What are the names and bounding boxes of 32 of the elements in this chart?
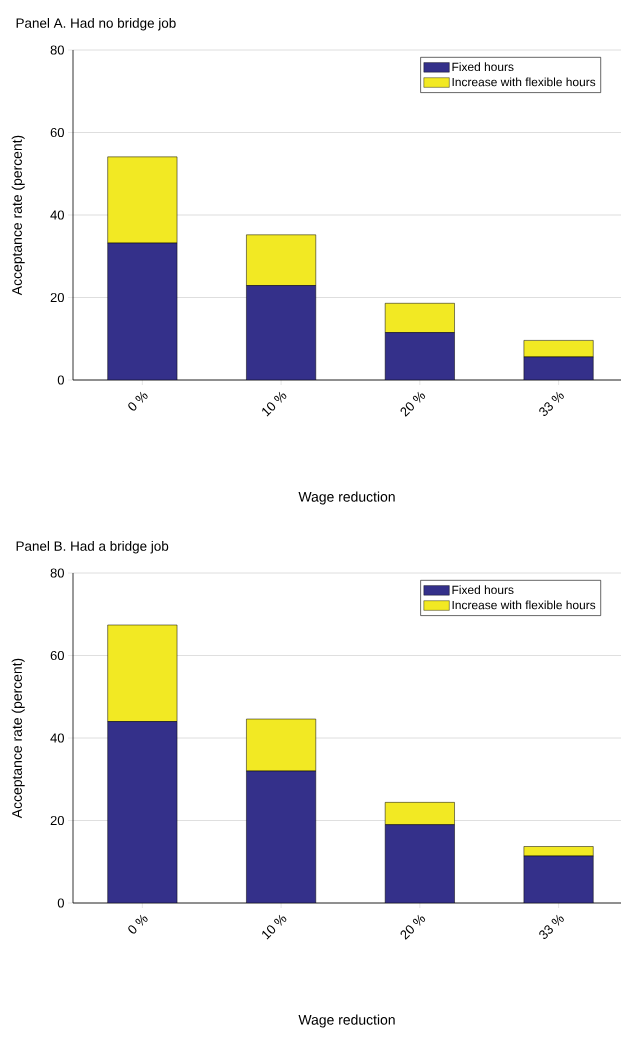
y-tick-label: 20 xyxy=(50,815,64,826)
y-tick-label: 40 xyxy=(50,733,64,743)
chart-title: Panel A. Had no bridge job xyxy=(16,17,176,31)
x-tick-label: 20 % xyxy=(400,391,426,417)
legend-label: Fixed hours xyxy=(452,62,514,72)
legend-label: Fixed hours xyxy=(452,585,514,595)
x-axis-title: Wage reduction xyxy=(298,491,395,505)
x-tick-label: 20 % xyxy=(400,914,426,940)
x-tick-label: 0 % xyxy=(128,391,148,411)
legend-label: Increase with flexible hours xyxy=(452,600,596,610)
bar xyxy=(107,242,178,381)
x-tick-label: 10 % xyxy=(262,914,287,940)
y-tick-label: 80 xyxy=(50,568,64,578)
chart-title: Panel B. Had a bridge job xyxy=(16,540,169,554)
y-tick-label: 0 xyxy=(57,375,64,385)
x-tick-label: 10 % xyxy=(262,391,287,417)
y-axis-title: Acceptance rate (percent) xyxy=(11,658,25,819)
y-axis-title: Acceptance rate (percent) xyxy=(11,135,25,296)
y-tick-label: 20 xyxy=(50,292,64,303)
y-tick-label: 60 xyxy=(50,127,64,138)
x-tick-label: 0 % xyxy=(128,914,148,934)
bar xyxy=(384,332,455,381)
y-tick-label: 60 xyxy=(50,650,64,661)
x-tick-label: 33 % xyxy=(539,914,564,939)
y-tick-label: 80 xyxy=(50,45,64,55)
y-tick-label: 0 xyxy=(57,898,64,908)
x-axis-title: Wage reduction xyxy=(298,1014,395,1028)
bar xyxy=(246,285,317,381)
bar xyxy=(384,303,455,333)
legend-label: Increase with flexible hours xyxy=(452,77,596,87)
x-tick-label: 33 % xyxy=(539,391,564,416)
y-tick-label: 40 xyxy=(50,210,64,220)
